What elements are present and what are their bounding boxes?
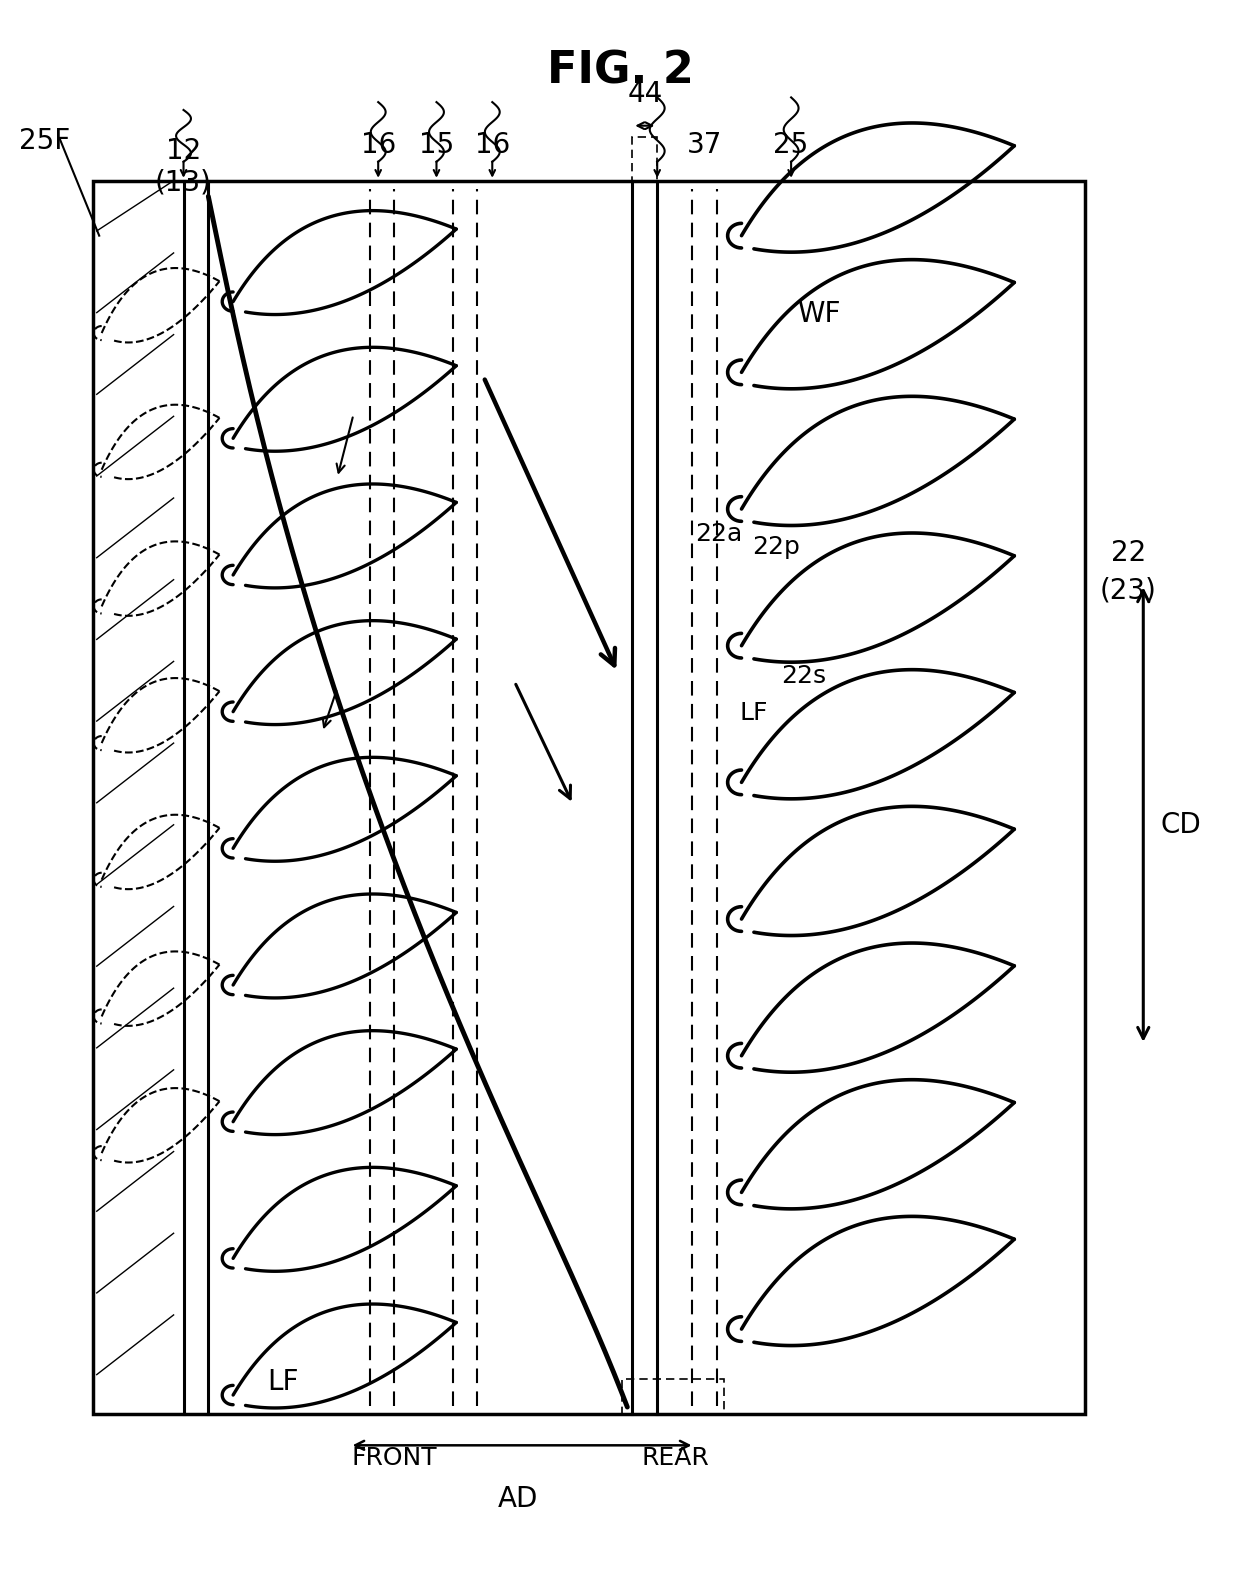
Text: WF: WF [796, 300, 841, 328]
Text: FIG. 2: FIG. 2 [547, 49, 693, 93]
Text: 12: 12 [166, 137, 201, 165]
Text: 15: 15 [419, 130, 454, 159]
Text: 44: 44 [627, 80, 662, 108]
Bar [622, 1379, 724, 1414]
Text: 16: 16 [361, 130, 396, 159]
Text: 16: 16 [475, 130, 510, 159]
Text: AD: AD [498, 1485, 538, 1513]
Text: 22p: 22p [753, 534, 800, 559]
Text: 22a: 22a [696, 522, 743, 547]
Text: 22s: 22s [781, 663, 826, 688]
Text: 25: 25 [774, 130, 808, 159]
Text: CD: CD [1161, 811, 1200, 839]
Text: FRONT: FRONT [351, 1445, 438, 1470]
Text: LF: LF [740, 701, 768, 726]
Text: 25F: 25F [19, 127, 71, 156]
Text: LF: LF [267, 1368, 299, 1397]
Text: (13): (13) [155, 168, 212, 196]
Text: 22: 22 [1111, 539, 1146, 567]
Text: 37: 37 [687, 130, 722, 159]
Text: REAR: REAR [642, 1445, 709, 1470]
Bar [632, 137, 657, 181]
Bar [93, 181, 1085, 1414]
Text: (23): (23) [1100, 577, 1157, 605]
